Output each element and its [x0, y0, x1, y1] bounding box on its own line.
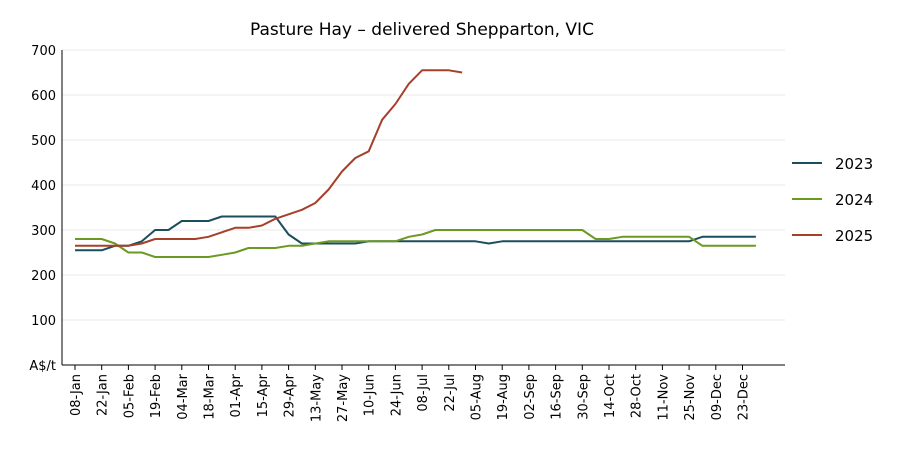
- y-tick-label: 600: [31, 89, 56, 104]
- x-tick-label: 29-Apr: [283, 373, 298, 417]
- y-tick-label: 500: [31, 134, 56, 149]
- series-line-2024: [75, 229, 756, 258]
- x-tick-label: 13-May: [309, 374, 324, 422]
- x-tick-label: 19-Aug: [496, 374, 511, 420]
- grid-lines: [62, 49, 785, 321]
- x-tick-label: 09-Dec: [710, 374, 725, 420]
- y-axis-label: A$/t: [29, 359, 56, 374]
- x-tick-label: 25-Nov: [683, 374, 698, 421]
- x-tick-label: 02-Sep: [523, 374, 538, 420]
- x-tick-label: 08-Jan: [69, 374, 84, 416]
- x-tick-label: 08-Jul: [416, 374, 431, 412]
- x-tick-label: 27-May: [336, 374, 351, 422]
- chart-title: Pasture Hay – delivered Shepparton, VIC: [250, 20, 594, 40]
- series-lines: [75, 69, 756, 258]
- legend-label-2025: 2025: [835, 227, 873, 245]
- x-tick-label: 15-Apr: [256, 373, 271, 417]
- y-tick-label: 300: [31, 224, 56, 239]
- x-tick-labels: 08-Jan 22-Jan 05-Feb 19-Feb 04-Mar 18-Mar 01-A…: [69, 373, 752, 422]
- x-tick-label: 01-Apr: [229, 373, 244, 417]
- y-tick-label: 400: [31, 179, 56, 194]
- x-tick-label: 14-Oct: [603, 374, 618, 418]
- x-tick-label: 18-Mar: [203, 373, 218, 419]
- x-tick-label: 19-Feb: [149, 374, 164, 418]
- series-line-2025: [75, 69, 463, 247]
- x-tick-label: 28-Oct: [630, 374, 645, 418]
- x-tick-label: 24-Jun: [389, 374, 404, 416]
- x-tick-label: 11-Nov: [656, 374, 671, 421]
- x-tick-label: 22-Jul: [443, 374, 458, 412]
- y-tick-labels: 100 200 300 400 500 600 700: [31, 44, 56, 329]
- x-tick-label: 16-Sep: [550, 374, 565, 420]
- x-tick-label: 30-Sep: [576, 374, 591, 420]
- x-tick-label: 10-Jun: [363, 374, 378, 416]
- y-tick-label: 100: [31, 314, 56, 329]
- x-tick-label: 04-Mar: [176, 373, 191, 419]
- series-line-2023: [75, 215, 756, 252]
- legend: 2023 2024 2025: [792, 155, 873, 245]
- axes: A$/t: [29, 50, 785, 374]
- x-tick-label: 05-Aug: [470, 374, 485, 420]
- x-tick-label: 23-Dec: [737, 374, 752, 420]
- legend-label-2023: 2023: [835, 155, 873, 173]
- legend-label-2024: 2024: [835, 191, 873, 209]
- y-tick-label: 700: [31, 44, 56, 59]
- y-tick-label: 200: [31, 269, 56, 284]
- x-tick-label: 05-Feb: [122, 374, 137, 418]
- x-tick-label: 22-Jan: [96, 374, 111, 416]
